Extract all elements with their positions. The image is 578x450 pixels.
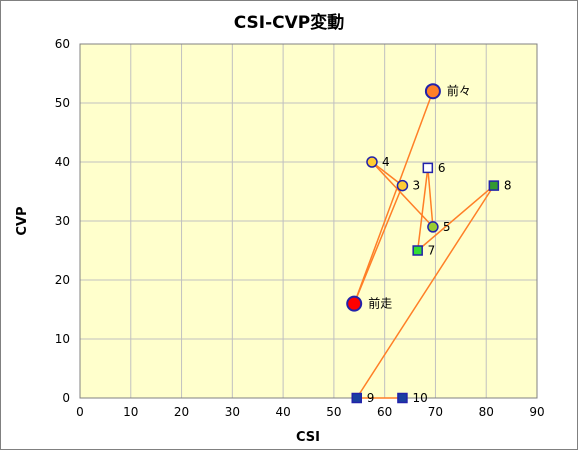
series-line-segment [427, 167, 434, 227]
point-label: 前々 [447, 83, 471, 98]
y-axis-label: CVP [15, 206, 30, 235]
y-tick-label: 10 [55, 332, 70, 346]
x-tick-label: 90 [529, 405, 544, 419]
data-point [396, 179, 409, 192]
series-line-segment [371, 161, 403, 187]
y-tick-label: 30 [55, 214, 70, 228]
series-line-segment [356, 185, 495, 399]
data-point [488, 180, 500, 191]
x-tick-label: 50 [326, 405, 341, 419]
y-tick-label: 50 [55, 96, 70, 110]
y-tick-label: 60 [55, 37, 70, 51]
series-line-segment [371, 161, 434, 228]
point-label: 10 [412, 391, 427, 405]
x-axis-label: CSI [296, 430, 320, 445]
data-point [424, 83, 441, 100]
x-tick-label: 0 [76, 405, 84, 419]
point-label: 前走 [368, 296, 392, 311]
x-tick-label: 80 [479, 405, 494, 419]
point-label: 3 [412, 179, 420, 193]
y-tick-label: 40 [55, 155, 70, 169]
data-point [346, 295, 363, 312]
series-line-segment [417, 185, 495, 252]
point-label: 4 [382, 155, 390, 169]
data-point [397, 392, 408, 404]
x-tick-label: 70 [428, 405, 443, 419]
plot-border [79, 43, 538, 399]
data-point [427, 221, 439, 233]
x-tick-label: 60 [377, 405, 392, 419]
point-label: 9 [367, 391, 375, 405]
x-tick-label: 20 [174, 405, 189, 419]
series-line-segment [353, 185, 404, 304]
data-point [412, 245, 423, 256]
chart-title: CSI-CVP変動 [234, 12, 345, 33]
point-label: 6 [438, 161, 446, 175]
data-point [366, 156, 378, 168]
point-label: 8 [504, 179, 512, 193]
data-point [351, 392, 362, 404]
y-tick-label: 20 [55, 273, 70, 287]
point-label: 7 [428, 244, 436, 258]
point-label: 5 [443, 220, 451, 234]
x-tick-label: 30 [225, 405, 240, 419]
x-tick-label: 40 [275, 405, 290, 419]
y-tick-label: 0 [62, 391, 70, 405]
series-line-segment [353, 90, 434, 304]
data-point [422, 162, 434, 174]
x-tick-label: 10 [123, 405, 138, 419]
series-line-segment [416, 167, 429, 251]
